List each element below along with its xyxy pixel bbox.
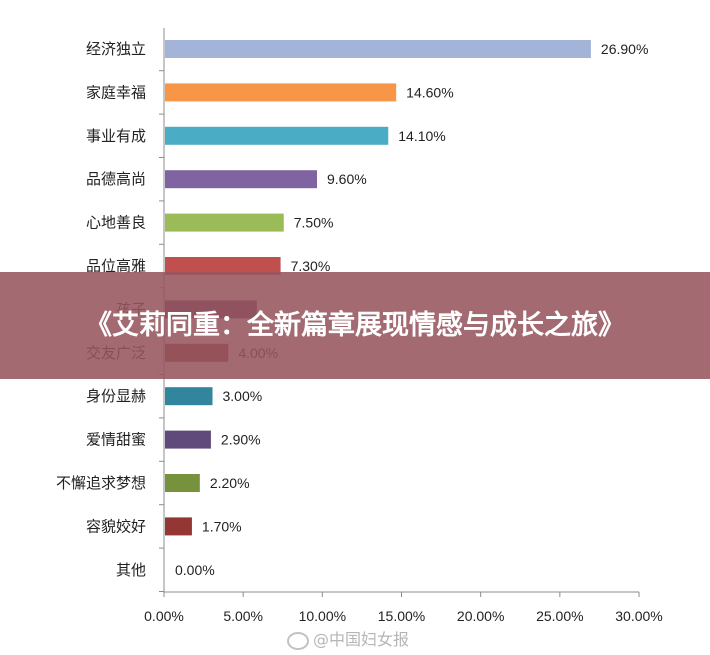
category-label: 品位高雅 bbox=[86, 257, 146, 275]
data-label: 14.60% bbox=[406, 84, 453, 100]
x-tick-label: 30.00% bbox=[615, 608, 662, 624]
x-tick-label: 15.00% bbox=[378, 608, 425, 624]
category-label: 其他 bbox=[116, 561, 146, 579]
bar bbox=[165, 83, 397, 102]
bar bbox=[165, 387, 213, 406]
data-label: 3.00% bbox=[223, 388, 263, 404]
x-tick-label: 25.00% bbox=[536, 608, 583, 624]
data-label: 2.20% bbox=[210, 475, 250, 491]
category-label: 事业有成 bbox=[86, 127, 146, 145]
category-label: 身份显赫 bbox=[86, 387, 146, 405]
category-label: 爱情甜蜜 bbox=[86, 431, 146, 449]
category-label: 经济独立 bbox=[86, 40, 146, 58]
bar bbox=[165, 430, 211, 449]
category-label: 容貌姣好 bbox=[86, 517, 146, 535]
x-tick-label: 5.00% bbox=[223, 608, 263, 624]
bar bbox=[165, 40, 591, 58]
data-label: 14.10% bbox=[398, 128, 445, 144]
category-label: 品德高尚 bbox=[86, 170, 146, 188]
x-tick-label: 20.00% bbox=[457, 608, 504, 624]
watermark-text: @中国妇女报 bbox=[313, 630, 410, 649]
bar bbox=[165, 213, 284, 232]
data-label: 7.50% bbox=[294, 215, 334, 231]
bar bbox=[165, 126, 389, 145]
banner-title: 《艾莉同重：全新篇章展现情感与成长之旅》 bbox=[85, 309, 625, 341]
x-tick-label: 0.00% bbox=[144, 608, 184, 624]
data-label: 9.60% bbox=[327, 171, 367, 187]
category-label: 不懈追求梦想 bbox=[56, 474, 146, 492]
bar bbox=[165, 170, 317, 189]
bar bbox=[165, 474, 200, 492]
x-tick-label: 10.00% bbox=[299, 608, 346, 624]
category-label: 心地善良 bbox=[86, 214, 146, 232]
data-label: 1.70% bbox=[202, 518, 242, 534]
weibo-icon bbox=[287, 631, 309, 650]
title-banner: 《艾莉同重：全新篇章展现情感与成长之旅》 bbox=[0, 272, 710, 379]
data-label: 2.90% bbox=[221, 432, 261, 448]
category-label: 家庭幸福 bbox=[86, 83, 146, 101]
bar bbox=[165, 517, 192, 536]
bar bbox=[165, 257, 281, 275]
data-label: 0.00% bbox=[175, 562, 215, 578]
watermark: @中国妇女报 bbox=[287, 626, 409, 650]
data-label: 7.30% bbox=[291, 258, 331, 274]
data-label: 26.90% bbox=[601, 41, 648, 57]
